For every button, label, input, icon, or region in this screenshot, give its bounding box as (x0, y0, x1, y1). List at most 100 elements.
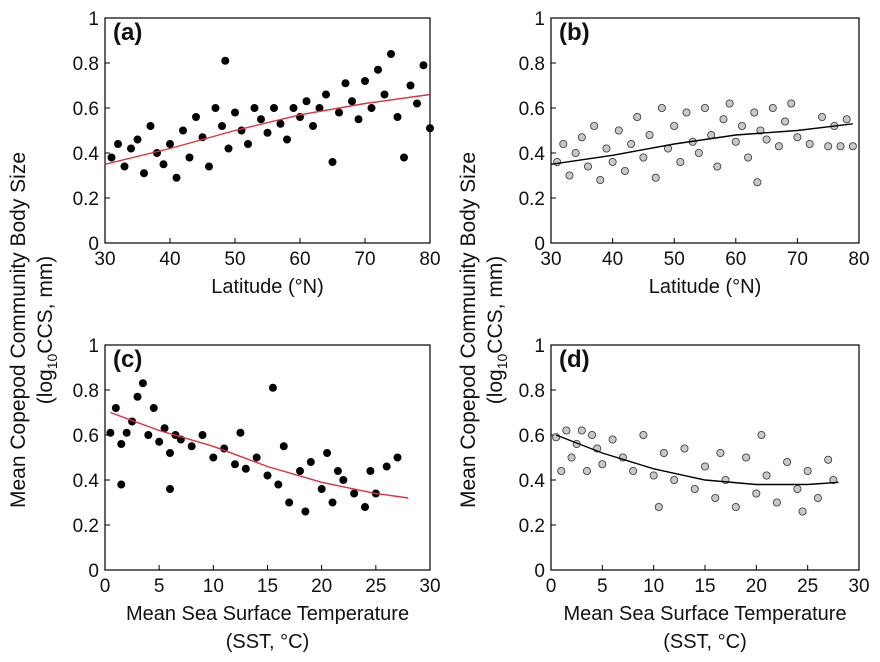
data-point (367, 104, 376, 113)
data-point (701, 104, 710, 113)
data-point (649, 471, 658, 480)
data-point (639, 153, 648, 162)
x-tick-label: 30 (94, 249, 115, 270)
data-point (651, 173, 660, 182)
panel-label: (d) (559, 346, 590, 373)
x-axis-label-units: (SST, °C) (663, 631, 747, 653)
data-point (645, 130, 654, 139)
data-point (172, 173, 181, 182)
data-point (716, 448, 725, 457)
y-tick-label: 0 (88, 561, 99, 582)
data-point (657, 104, 666, 113)
x-tick-label: 20 (311, 576, 332, 597)
x-tick-label: 25 (365, 576, 386, 597)
data-point (107, 153, 116, 162)
data-point (701, 462, 710, 471)
y-tick-label: 0.6 (519, 426, 545, 447)
x-tick-label: 30 (540, 249, 561, 270)
trend-line (555, 434, 839, 486)
data-point (149, 403, 158, 412)
y-tick-label: 0.8 (519, 54, 545, 75)
data-point (818, 113, 827, 122)
data-point (633, 113, 642, 122)
data-point (805, 139, 814, 148)
data-point (360, 77, 369, 86)
data-point (848, 142, 857, 151)
data-point (138, 379, 147, 388)
data-point (711, 493, 720, 502)
data-point (133, 392, 142, 401)
data-point (122, 428, 131, 437)
panel-label: (a) (113, 19, 142, 46)
data-point (386, 50, 395, 59)
data-point (276, 119, 285, 128)
data-point (598, 460, 607, 469)
data-point (236, 428, 245, 437)
data-point (639, 430, 648, 439)
panel-label: (b) (559, 19, 590, 46)
trend-line (104, 93, 431, 165)
data-point (742, 453, 751, 462)
data-point (328, 157, 337, 166)
data-point (836, 142, 845, 151)
data-point (139, 169, 148, 178)
y-tick-label: 0.2 (73, 189, 99, 210)
data-point (165, 139, 174, 148)
data-point (252, 453, 261, 462)
data-point (781, 117, 790, 126)
data-point (627, 139, 636, 148)
x-axis-label: Latitude (°N) (649, 276, 762, 298)
x-tick-label: 5 (597, 576, 608, 597)
data-point (772, 498, 781, 507)
data-point (588, 430, 597, 439)
data-point (829, 475, 838, 484)
data-point (629, 466, 638, 475)
data-point (577, 426, 586, 435)
data-point (425, 124, 434, 133)
x-tick-label: 80 (419, 249, 440, 270)
data-point (752, 489, 761, 498)
y-tick-label: 0.6 (73, 99, 99, 120)
data-point (553, 157, 562, 166)
data-point (269, 104, 278, 113)
y-axis-title-right: Mean Copepod Community Body Size (457, 152, 480, 508)
panel-d: 0 5 10 15 20 25 30 0 0.2 0.4 0.6 0.8 1 (d) Mean Sea Su… (519, 336, 870, 653)
data-point (824, 455, 833, 464)
data-point (347, 97, 356, 106)
data-point (178, 126, 187, 135)
data-point (328, 498, 337, 507)
x-tick-label: 15 (694, 576, 715, 597)
data-point (719, 115, 728, 124)
x-tick-label: 10 (643, 576, 664, 597)
data-point (793, 133, 802, 142)
data-point (250, 104, 259, 113)
data-point (341, 79, 350, 88)
data-point (813, 493, 822, 502)
data-point (620, 166, 629, 175)
data-point (230, 460, 239, 469)
data-point (690, 484, 699, 493)
y-tick-label: 0.2 (73, 516, 99, 537)
data-point (198, 430, 207, 439)
data-point (762, 135, 771, 144)
data-point (399, 153, 408, 162)
data-point (567, 453, 576, 462)
data-point (756, 126, 765, 135)
data-point (762, 471, 771, 480)
data-point (707, 130, 716, 139)
data-point (596, 175, 605, 184)
x-axis-label: Mean Sea Surface Temperature (563, 603, 846, 625)
x-tick-label: 70 (787, 249, 808, 270)
data-point (146, 122, 155, 131)
panel-a: 30 40 50 60 70 80 0 0.2 0.4 0.6 0.8 1 (a) Latitude (°… (73, 9, 441, 298)
y-axis-title-left-units: (log10CCS, mm) (34, 256, 60, 405)
data-point (694, 148, 703, 157)
data-point (217, 122, 226, 131)
data-point (282, 135, 291, 144)
data-point (659, 448, 668, 457)
data-point (268, 383, 277, 392)
data-point (676, 157, 685, 166)
data-point (191, 113, 200, 122)
y-tick-label: 0.6 (73, 426, 99, 447)
data-point (155, 437, 164, 446)
